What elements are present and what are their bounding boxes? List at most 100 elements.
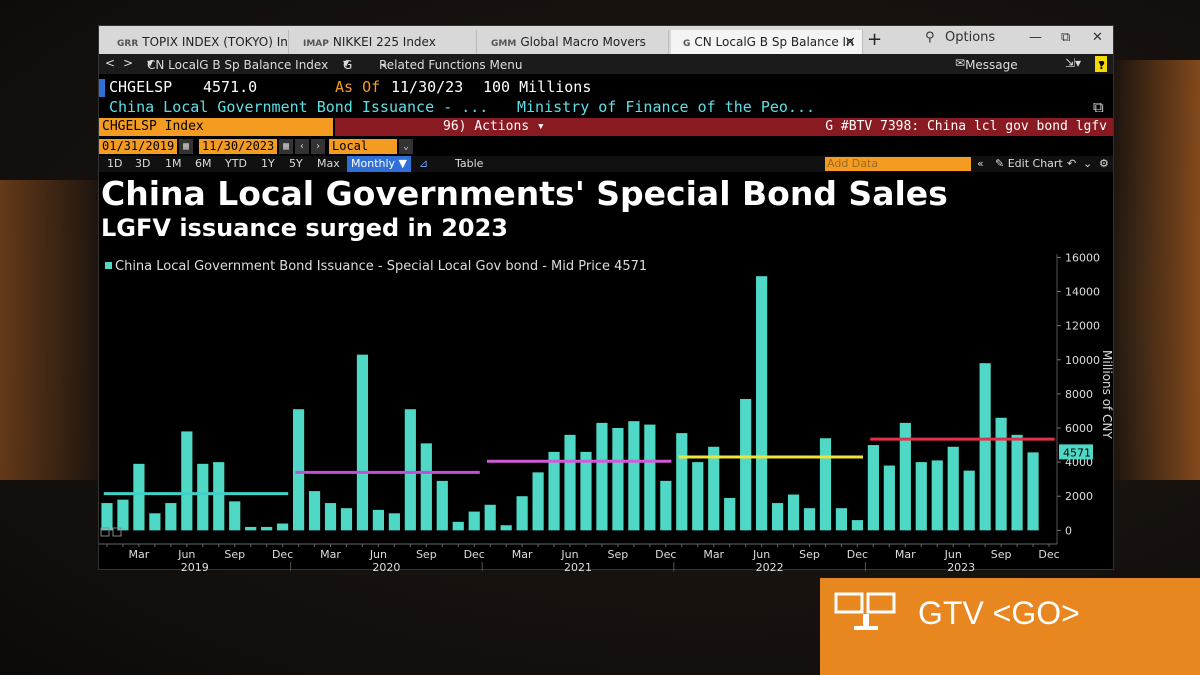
period-ytd[interactable]: YTD	[225, 157, 247, 170]
start-date-input[interactable]: 01/31/2019	[99, 139, 178, 154]
nav-bar: < > CN LocalG B Sp Balance Index ▾ G ▾ R…	[99, 54, 1113, 74]
actions-menu[interactable]: 96) Actions ▾	[443, 119, 545, 134]
issuer-description: Ministry of Finance of the Peo...	[517, 98, 816, 116]
ticker-marker	[99, 79, 105, 97]
security-label: CN LocalG B Sp Balance Index	[147, 58, 329, 72]
end-date-input[interactable]: 11/30/2023	[199, 139, 278, 154]
legend-label: China Local Government Bond Issuance - S…	[115, 259, 647, 274]
bar	[612, 428, 624, 531]
x-tick-label: Sep	[991, 548, 1012, 561]
x-tick-label: Mar	[320, 548, 341, 561]
restore-icon[interactable]: ⧉	[1061, 30, 1071, 45]
message-label: Message	[965, 58, 1018, 72]
security-description: China Local Government Bond Issuance - .…	[109, 98, 489, 116]
period-1d[interactable]: 1D	[107, 157, 123, 170]
gtv-banner: GTV <GO>	[820, 578, 1200, 675]
chart-type-icon[interactable]: ⊿	[419, 157, 429, 170]
options-label[interactable]: Options	[945, 30, 996, 45]
edit-chart-button[interactable]: ✎ Edit Chart	[995, 157, 1063, 170]
export-icon[interactable]: ⇲▾	[1065, 56, 1082, 70]
tab-label: Global Macro Movers	[520, 35, 646, 49]
bar	[851, 520, 864, 531]
background-glow-left	[0, 180, 110, 480]
period-5y[interactable]: 5Y	[289, 157, 303, 170]
tab-macro-movers[interactable]: GMM Global Macro Movers	[479, 30, 669, 54]
bar	[708, 446, 720, 531]
legend-swatch	[105, 262, 112, 269]
frequency-select[interactable]: Monthly ▼	[347, 156, 412, 172]
chevron-right-icon[interactable]: ›	[311, 139, 325, 154]
related-functions-menu[interactable]: Related Functions Menu ⌄	[379, 56, 523, 72]
prev-over-label	[341, 118, 349, 136]
bar	[372, 509, 385, 531]
x-tick-label: Dec	[1038, 548, 1059, 561]
bar	[197, 463, 209, 531]
calendar-icon[interactable]: ▦	[279, 139, 293, 154]
chevron-down-icon[interactable]: ⌄	[399, 139, 413, 154]
year-label: 2020	[372, 561, 400, 571]
period-1y[interactable]: 1Y	[261, 157, 275, 170]
y-tick-label: 2000	[1065, 490, 1093, 503]
tab-label: TOPIX INDEX (TOKYO) Ind...	[142, 35, 288, 49]
units-label: 100 Millions	[483, 78, 592, 96]
collapse-icon[interactable]: «	[977, 157, 984, 170]
period-selector: 1D 3D 1M 6M YTD 1Y 5Y Max Monthly ▼ ⊿ Ta…	[99, 156, 1113, 172]
calendar-icon[interactable]: ▦	[179, 139, 193, 154]
message-button[interactable]: ✉ Message	[955, 56, 1018, 72]
bar	[133, 463, 145, 531]
period-1m[interactable]: 1M	[165, 157, 182, 170]
x-tick-label: Dec	[272, 548, 293, 561]
currency-select[interactable]: Local CCY	[329, 139, 397, 168]
bar	[245, 526, 257, 531]
bar	[308, 491, 321, 531]
chevron-down-icon[interactable]: ⌄	[1083, 157, 1093, 170]
popout-icon[interactable]: ⧉	[1093, 98, 1104, 116]
command-bar: CHGELSP Index 96) Actions ▾ G #BTV 7398:…	[99, 118, 1113, 136]
period-3d[interactable]: 3D	[135, 157, 151, 170]
bar	[1011, 434, 1023, 531]
bar	[500, 525, 512, 531]
tab-code: GMM	[491, 39, 517, 49]
command-input[interactable]: CHGELSP Index	[99, 118, 333, 136]
back-icon[interactable]: <	[105, 56, 116, 70]
close-window-icon[interactable]: ✕	[1092, 30, 1103, 45]
table-button[interactable]: Table	[455, 157, 484, 170]
bar	[516, 496, 528, 531]
minimize-icon[interactable]: —	[1029, 30, 1042, 45]
year-label: 2023	[947, 561, 975, 571]
plus-icon[interactable]: +	[867, 29, 883, 50]
x-tick-label: Sep	[224, 548, 245, 561]
security-selector[interactable]: CN LocalG B Sp Balance Index ▾	[147, 56, 329, 72]
bar	[883, 465, 895, 531]
function-label: G	[343, 58, 353, 72]
y-tick-label: 12000	[1065, 320, 1100, 333]
function-selector[interactable]: G ▾	[343, 56, 353, 72]
chart-id: G #BTV 7398: China lcl gov bond lgfv	[825, 119, 1107, 134]
y-tick-label: 10000	[1065, 354, 1100, 367]
close-icon[interactable]: ×	[844, 34, 856, 50]
bar	[101, 503, 113, 531]
tab-nikkei[interactable]: IMAP NIKKEI 225 Index	[291, 30, 477, 54]
bar	[963, 470, 975, 531]
last-value-label: 4571	[1063, 446, 1091, 459]
chevron-left-icon[interactable]: ‹	[295, 139, 309, 154]
gear-icon[interactable]: ⚙	[1099, 157, 1109, 170]
help-button[interactable]: ? ▾	[1095, 56, 1107, 72]
tab-active-chart[interactable]: G CN LocalG B Sp Balance In ×	[671, 30, 863, 54]
forward-icon[interactable]: >	[123, 56, 134, 70]
bar	[915, 462, 927, 531]
user-icon[interactable]: ⚲	[925, 30, 935, 45]
monitor-icon	[834, 592, 896, 630]
actions-label: Actions	[474, 119, 530, 134]
bar	[404, 409, 416, 531]
add-data-input[interactable]: Add Data	[825, 157, 971, 171]
period-max[interactable]: Max	[317, 157, 340, 170]
bar	[420, 443, 432, 531]
period-6m[interactable]: 6M	[195, 157, 212, 170]
undo-icon[interactable]: ↶	[1067, 157, 1077, 170]
bar	[596, 422, 608, 531]
background-glow-right	[1110, 60, 1200, 480]
command-strip: 96) Actions ▾ G #BTV 7398: China lcl gov…	[335, 118, 1113, 136]
